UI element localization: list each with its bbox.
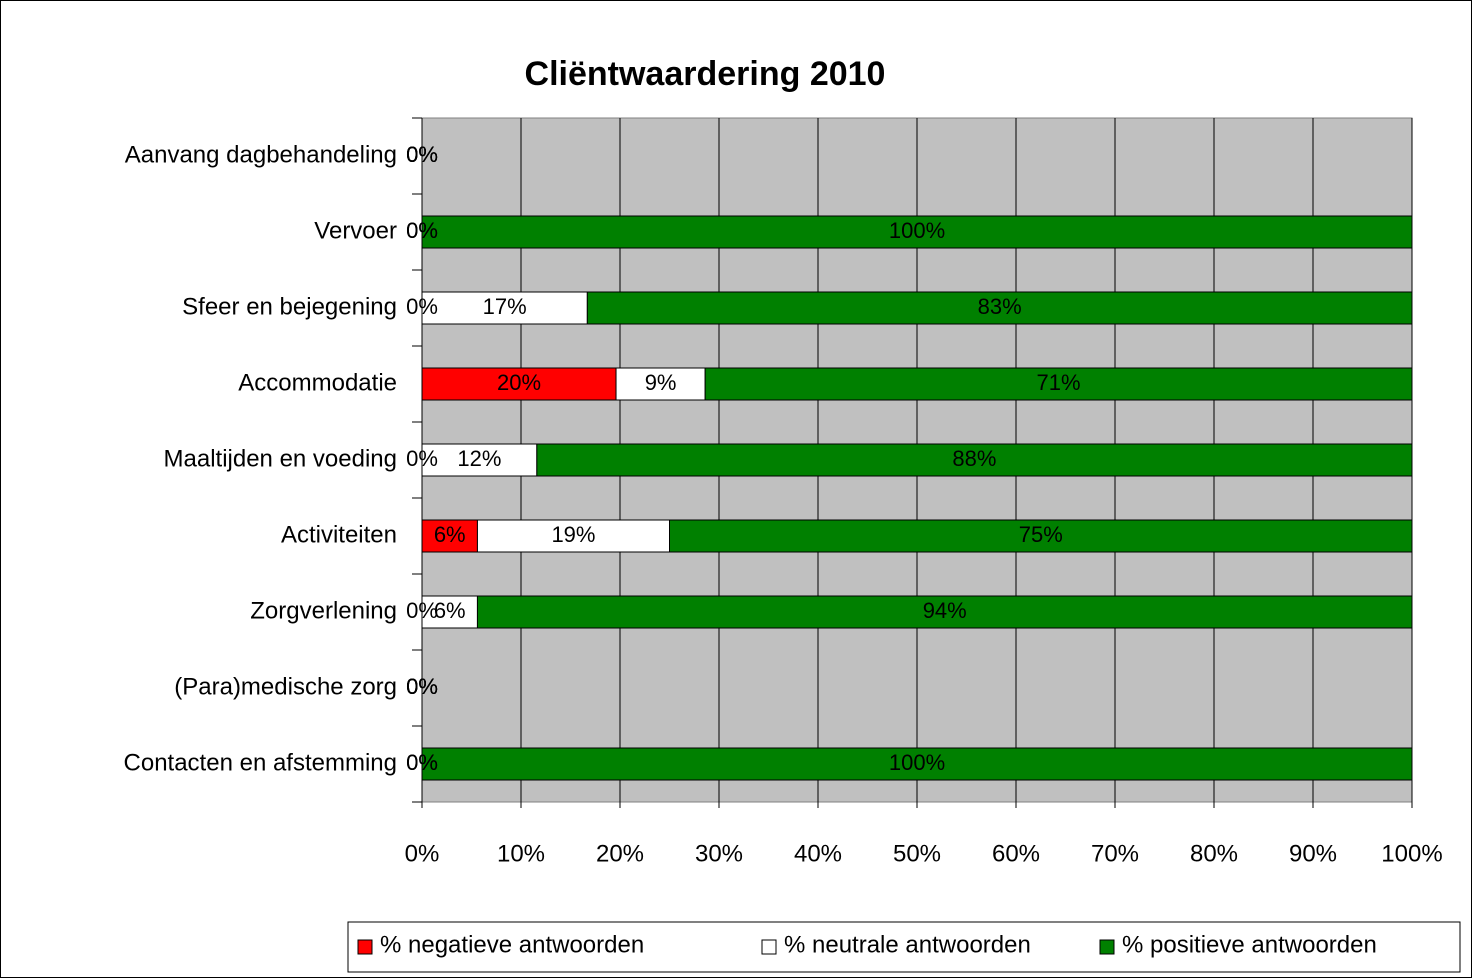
data-label: 88% bbox=[952, 446, 996, 471]
y-tick-label: Vervoer bbox=[314, 217, 397, 244]
data-label: 9% bbox=[645, 370, 677, 395]
data-label: 100% bbox=[889, 218, 945, 243]
data-label: 0% bbox=[406, 218, 438, 243]
x-tick-label: 90% bbox=[1289, 840, 1337, 867]
bar-segment bbox=[704, 367, 1413, 401]
data-label: 0% bbox=[406, 598, 438, 623]
data-label: 0% bbox=[406, 218, 438, 243]
x-tick-label: 80% bbox=[1190, 840, 1238, 867]
data-label: 17% bbox=[483, 294, 527, 319]
bar-segment bbox=[421, 215, 1413, 249]
x-tick-label: 40% bbox=[794, 840, 842, 867]
x-tick-label: 60% bbox=[992, 840, 1040, 867]
bar-segment bbox=[615, 367, 706, 401]
data-label: 6% bbox=[434, 598, 466, 623]
bar-segment bbox=[669, 519, 1413, 553]
bar-segment bbox=[421, 367, 617, 401]
chart-title: Cliëntwaardering 2010 bbox=[525, 55, 886, 93]
bar-segment bbox=[536, 443, 1413, 477]
y-tick-label: Contacten en afstemming bbox=[124, 749, 397, 776]
x-tick-label: 10% bbox=[497, 840, 545, 867]
data-label: 71% bbox=[1037, 370, 1081, 395]
bar-segment bbox=[421, 747, 1413, 781]
x-tick-label: 70% bbox=[1091, 840, 1139, 867]
data-label: 0% bbox=[406, 142, 438, 167]
data-label: 0% bbox=[406, 750, 438, 775]
bar-segment bbox=[421, 443, 538, 477]
data-label: 20% bbox=[497, 370, 541, 395]
data-label: 100% bbox=[889, 750, 945, 775]
legend-swatch bbox=[1099, 939, 1115, 955]
data-label: 0% bbox=[406, 674, 438, 699]
data-label: 19% bbox=[551, 522, 595, 547]
x-tick-label: 100% bbox=[1381, 840, 1442, 867]
y-tick-label: Sfeer en bejegening bbox=[182, 293, 397, 320]
legend-label: % negatieve antwoorden bbox=[380, 931, 644, 958]
bar-segment bbox=[421, 595, 478, 629]
y-tick-label: (Para)medische zorg bbox=[174, 673, 397, 700]
data-label: 75% bbox=[1019, 522, 1063, 547]
data-label: 94% bbox=[923, 598, 967, 623]
data-label: 0% bbox=[406, 142, 438, 167]
data-label: 0% bbox=[406, 674, 438, 699]
data-label: 0% bbox=[406, 674, 438, 699]
y-tick-label: Activiteiten bbox=[281, 521, 397, 548]
legend-label: % neutrale antwoorden bbox=[784, 931, 1031, 958]
x-tick-label: 20% bbox=[596, 840, 644, 867]
data-label: 6% bbox=[434, 522, 466, 547]
y-tick-label: Accommodatie bbox=[238, 369, 397, 396]
bar-segment bbox=[476, 595, 1413, 629]
y-tick-label: Maaltijden en voeding bbox=[164, 445, 398, 472]
bar-segment bbox=[421, 519, 478, 553]
data-label: 12% bbox=[457, 446, 501, 471]
legend-swatch bbox=[357, 939, 373, 955]
x-tick-label: 30% bbox=[695, 840, 743, 867]
bar-segment bbox=[586, 291, 1413, 325]
data-label: 0% bbox=[406, 294, 438, 319]
x-tick-label: 0% bbox=[405, 840, 440, 867]
y-tick-label: Zorgverlening bbox=[250, 597, 397, 624]
data-label: 83% bbox=[978, 294, 1022, 319]
data-label: 0% bbox=[406, 750, 438, 775]
legend-swatch bbox=[761, 939, 777, 955]
data-label: 0% bbox=[406, 142, 438, 167]
x-tick-label: 50% bbox=[893, 840, 941, 867]
legend-box bbox=[347, 921, 1461, 973]
data-label: 0% bbox=[406, 446, 438, 471]
legend-label: % positieve antwoorden bbox=[1122, 931, 1377, 958]
y-tick-label: Aanvang dagbehandeling bbox=[125, 141, 397, 168]
